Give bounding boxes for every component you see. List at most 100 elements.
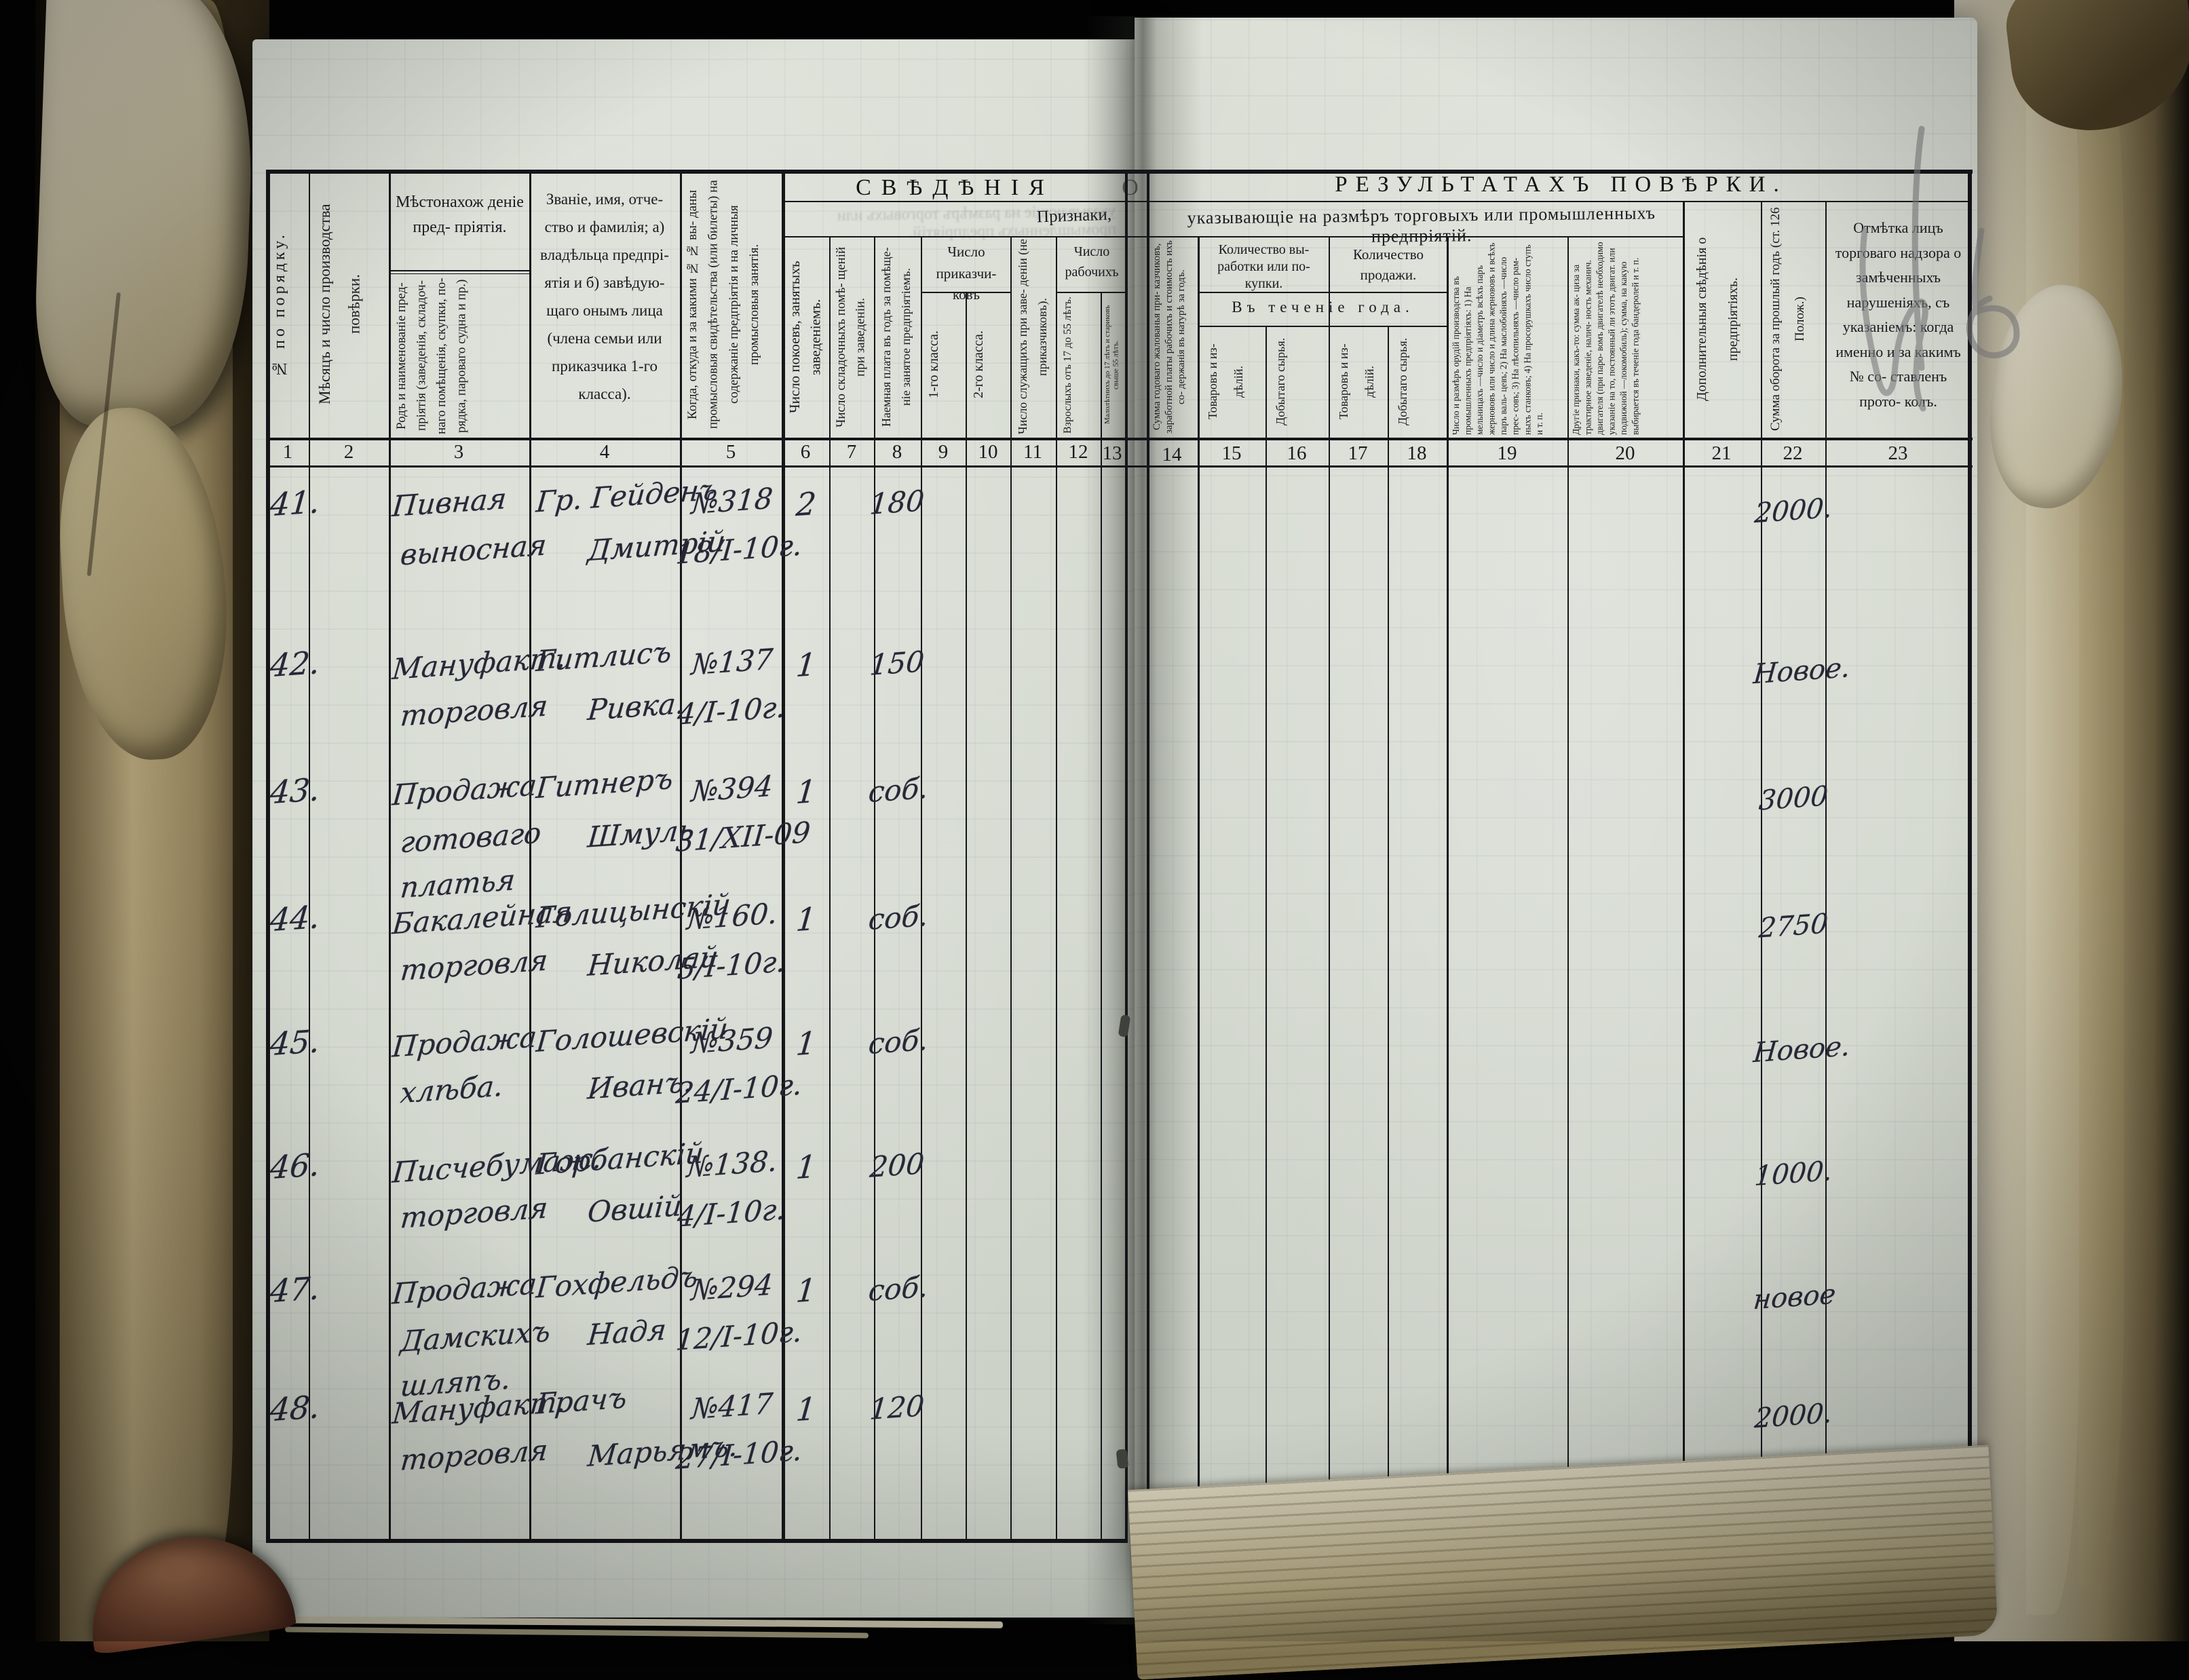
- col-header-3-bottom: Родъ и наименованіе пред- пріятія (завед…: [394, 278, 469, 434]
- col-number: 7: [846, 441, 857, 463]
- business-type-line2: хлѣба.: [399, 1069, 505, 1110]
- table-title-middle: О: [1122, 175, 1149, 200]
- table-rule-v: [782, 171, 785, 1540]
- owner-name-line1: Горбанскій: [535, 1136, 706, 1181]
- col-number: 11: [1023, 441, 1042, 463]
- business-type-line2: торговля: [399, 1433, 550, 1477]
- binding-stitch: [1116, 1449, 1129, 1469]
- col-number: 18: [1407, 442, 1427, 464]
- col-number: 10: [978, 441, 998, 463]
- row-number: 45.: [268, 1022, 322, 1063]
- owner-name-line2: Овшій: [586, 1188, 684, 1229]
- col-header-17-18-group: Количество продажи.: [1352, 246, 1424, 284]
- rooms-count: 2: [795, 484, 818, 524]
- col-number: 5: [725, 441, 736, 463]
- col-number: 13: [1102, 442, 1122, 464]
- table-rule-v: [1329, 237, 1330, 1525]
- table-rule-v: [389, 171, 391, 1540]
- col-number: 2: [343, 441, 354, 463]
- table-row: 44. Бакалейная торговля Голицынскій Нико…: [266, 882, 1971, 1006]
- table-rule-h: [390, 273, 529, 274]
- table-rule-h: [782, 201, 1971, 202]
- rent-amount: соб.: [867, 1269, 930, 1308]
- certificate-number: №137: [690, 642, 774, 682]
- col-number: 16: [1287, 442, 1307, 464]
- table-rule-v: [1147, 171, 1149, 1523]
- right-stack-edge2: [2079, 41, 2124, 1588]
- rent-amount: 180: [868, 483, 926, 522]
- col-number: 21: [1711, 442, 1732, 464]
- business-type-line2: торговля: [399, 689, 550, 733]
- table-rule-v: [1567, 237, 1569, 1521]
- col-header-18: Добытаго сырья.: [1396, 337, 1409, 426]
- business-type-line1: Продажа: [391, 768, 539, 812]
- table-rule-v: [1010, 237, 1012, 1540]
- certificate-date: 5/I-10г.: [676, 944, 787, 986]
- rooms-count: 1: [795, 1271, 818, 1310]
- table-rule-v: [1056, 237, 1057, 1540]
- col-header-13: Малолѣтнихъ до 17 лѣтъ и стариковъ свыше…: [1103, 305, 1120, 425]
- rooms-count: 1: [795, 645, 818, 685]
- business-type-line1: Пивная: [391, 481, 508, 524]
- table-rule-h: [266, 465, 1973, 467]
- table-rule-v: [680, 171, 682, 1540]
- col-number: 3: [453, 441, 464, 463]
- turnover-amount: 3000: [1757, 780, 1829, 817]
- col-header-9: 1-го класса.: [926, 330, 941, 399]
- table-subtitle-left: Признаки,: [1036, 205, 1112, 227]
- turnover-amount: новое: [1752, 1278, 1838, 1316]
- table-rule-v: [1683, 202, 1685, 1520]
- certificate-date: 27/I-10г.: [674, 1433, 804, 1476]
- table-row: 47. Продажа Дамскихъ шляпъ. Гохфельдъ На…: [266, 1253, 1971, 1402]
- business-type-line2: выносная: [399, 528, 548, 572]
- col-header-2: Мѣсяцъ и число производства повѣрки.: [316, 204, 363, 405]
- turnover-amount: 1000.: [1753, 1155, 1834, 1193]
- certificate-number: №394: [690, 769, 774, 809]
- rent-amount: соб.: [867, 771, 930, 809]
- col-header-19: Число и размѣръ орудій производства въ п…: [1451, 242, 1544, 435]
- row-number: 41.: [268, 482, 322, 524]
- certificate-number: №359: [690, 1020, 774, 1061]
- col-header-10: 2-го класса.: [971, 330, 986, 399]
- business-type-line2: торговля: [399, 943, 550, 987]
- table-rule-v: [829, 237, 831, 1540]
- rooms-count: 1: [795, 1390, 818, 1429]
- business-type-line1: Продажа: [391, 1020, 539, 1064]
- certificate-date: 12/I-10г.: [674, 1314, 804, 1357]
- business-type-line2: готоваго: [399, 816, 543, 860]
- certificate-number: №138.: [685, 1144, 779, 1184]
- table-rule-h: [266, 1539, 1128, 1543]
- table-rule-v: [529, 171, 531, 1540]
- table-row: 45. Продажа хлѣба. Голошевскій Иванъ. №3…: [266, 1006, 1971, 1130]
- certificate-number: №318: [690, 481, 774, 521]
- col-header-12-13-group: Число рабочихъ: [1065, 244, 1119, 280]
- table-title-right: РЕЗУЛЬТАТАХЪ ПОВѢРКИ.: [1335, 172, 1787, 197]
- col-header-6: Число покоевъ, занятыхъ заведеніемъ.: [786, 261, 824, 413]
- table-rule-v: [266, 170, 270, 1542]
- rent-amount: соб.: [867, 898, 930, 937]
- owner-name-line2: Ривка.: [586, 686, 687, 727]
- table-rule-v: [966, 293, 967, 1540]
- col-number: 8: [892, 441, 902, 463]
- rooms-count: 1: [795, 900, 818, 939]
- col-number: 23: [1888, 442, 1908, 464]
- turnover-amount: 2000.: [1753, 492, 1834, 530]
- bottom-left-sheet-edge2: [284, 1626, 869, 1639]
- table-rule-h: [782, 236, 1683, 237]
- owner-name-line2: Надя: [586, 1312, 668, 1352]
- col-header-12: Взрослыхъ отъ 17 до 55 лѣтъ.: [1062, 296, 1073, 434]
- col-header-11: Число служащихъ при заве- деніи (не прик…: [1016, 239, 1049, 435]
- certificate-date: 24/I-10г.: [674, 1067, 804, 1110]
- col-header-16: Добытаго сырья.: [1274, 337, 1287, 426]
- certificate-number: №160.: [685, 896, 779, 936]
- certificate-number: №294: [690, 1267, 774, 1307]
- table-rule-h: [1199, 326, 1447, 327]
- table-rule-h: [1057, 292, 1126, 293]
- col-number: 9: [938, 441, 949, 463]
- owner-name-line1: Грачъ: [535, 1381, 628, 1421]
- col-header-5: Когда, откуда и за какими № № вы- даны п…: [685, 180, 762, 429]
- rent-amount: 200: [868, 1146, 926, 1185]
- business-type-line2: торговля: [399, 1191, 550, 1235]
- col-number: 19: [1497, 442, 1517, 464]
- table-row: 43. Продажа готоваго платья Гитнеръ Шмул…: [266, 755, 1971, 904]
